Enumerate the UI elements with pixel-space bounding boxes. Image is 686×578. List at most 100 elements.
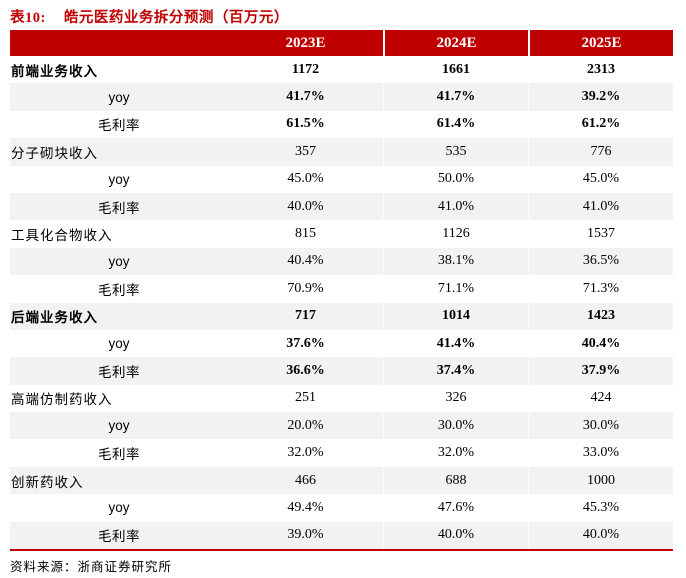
row-label: 毛利率 <box>98 364 140 380</box>
table-header-row: 2023E 2024E 2025E <box>10 30 673 56</box>
cell-2025e: 2313 <box>528 56 673 84</box>
row-label: 毛利率 <box>98 118 140 134</box>
cell-2024e: 50.0% <box>383 165 528 193</box>
cell-2023e: 45.0% <box>287 171 324 187</box>
table-row: yoy 49.4% 47.6% 45.3% <box>10 494 673 522</box>
header-2025e: 2025E <box>528 30 673 56</box>
cell-2025e: 424 <box>528 384 673 413</box>
cell-2023e: 20.0% <box>287 417 324 433</box>
cell-2025e: 1000 <box>528 466 673 495</box>
table-title: 表10: 皓元医药业务拆分预测（百万元） <box>10 6 289 27</box>
cell-2024e: 535 <box>383 138 528 166</box>
cell-2023e: 32.0% <box>287 445 324 461</box>
row-label: yoy <box>108 89 130 105</box>
table-row: 高端仿制药收入 251 326 424 <box>10 384 673 413</box>
forecast-table: 2023E 2024E 2025E 前端业务收入 1172 1661 2313 … <box>10 30 673 550</box>
cell-2025e: 45.3% <box>528 494 673 522</box>
cell-2023e: 1172 <box>291 61 320 77</box>
table-row: 毛利率 40.0% 41.0% 41.0% <box>10 192 673 221</box>
table-row: 工具化合物收入 815 1126 1537 <box>10 220 673 248</box>
cell-2024e: 37.4% <box>383 357 528 385</box>
table-row: 毛利率 61.5% 61.4% 61.2% <box>10 110 673 139</box>
cell-2023e: 39.0% <box>287 527 324 543</box>
table-row: 后端业务收入 717 1014 1423 <box>10 302 673 330</box>
cell-2025e: 1423 <box>528 302 673 330</box>
header-label-spacer <box>10 30 228 56</box>
table-row: 创新药收入 466 688 1000 <box>10 466 673 495</box>
row-label: 工具化合物收入 <box>11 228 113 244</box>
cell-2023e: 70.9% <box>287 280 324 296</box>
cell-2024e: 1126 <box>383 220 528 248</box>
source-footer: 资料来源：浙商证券研究所 <box>10 556 172 575</box>
table-row: yoy 45.0% 50.0% 45.0% <box>10 165 673 193</box>
cell-2025e: 41.0% <box>528 192 673 221</box>
cell-2023e: 41.7% <box>286 89 325 105</box>
source-text: 浙商证券研究所 <box>77 560 173 574</box>
cell-2025e: 776 <box>528 138 673 166</box>
cell-2024e: 41.7% <box>383 83 528 111</box>
cell-2023e: 466 <box>295 472 316 488</box>
cell-2023e: 357 <box>295 143 316 159</box>
cell-2024e: 30.0% <box>383 412 528 440</box>
table-number-tag: 表10: <box>10 10 46 26</box>
header-2024e: 2024E <box>383 30 528 56</box>
cell-2023e: 49.4% <box>287 499 324 515</box>
row-label: 前端业务收入 <box>11 63 98 79</box>
cell-2025e: 40.0% <box>528 521 673 550</box>
cell-2024e: 41.0% <box>383 192 528 221</box>
row-label: 毛利率 <box>98 200 140 216</box>
table-row: 毛利率 70.9% 71.1% 71.3% <box>10 275 673 303</box>
row-label: 毛利率 <box>98 282 140 298</box>
cell-2025e: 71.3% <box>528 275 673 303</box>
cell-2024e: 40.0% <box>383 521 528 550</box>
source-label: 资料来源： <box>10 560 78 574</box>
cell-2024e: 326 <box>383 384 528 413</box>
cell-2023e: 815 <box>295 226 316 242</box>
cell-2023e: 36.6% <box>286 362 325 378</box>
cell-2025e: 40.4% <box>528 329 673 358</box>
cell-2025e: 33.0% <box>528 439 673 467</box>
row-label: 毛利率 <box>98 529 140 545</box>
row-label: yoy <box>108 500 130 516</box>
cell-2023e: 717 <box>295 308 316 324</box>
cell-2024e: 71.1% <box>383 275 528 303</box>
cell-2024e: 47.6% <box>383 494 528 522</box>
cell-2023e: 37.6% <box>286 335 325 351</box>
cell-2024e: 688 <box>383 466 528 495</box>
table-row: yoy 40.4% 38.1% 36.5% <box>10 247 673 276</box>
row-label: yoy <box>108 336 130 352</box>
cell-2024e: 38.1% <box>383 247 528 276</box>
table-row: yoy 20.0% 30.0% 30.0% <box>10 412 673 440</box>
row-label: yoy <box>108 418 130 434</box>
table-title-text: 皓元医药业务拆分预测（百万元） <box>63 10 289 26</box>
table-row: 毛利率 36.6% 37.4% 37.9% <box>10 357 673 385</box>
header-2023e: 2023E <box>285 34 326 51</box>
cell-2025e: 39.2% <box>528 83 673 111</box>
cell-2025e: 61.2% <box>528 110 673 139</box>
cell-2025e: 36.5% <box>528 247 673 276</box>
cell-2025e: 45.0% <box>528 165 673 193</box>
cell-2023e: 251 <box>295 390 316 406</box>
cell-2023e: 40.4% <box>287 253 324 269</box>
row-label: yoy <box>108 253 130 269</box>
cell-2025e: 30.0% <box>528 412 673 440</box>
row-label: 后端业务收入 <box>11 310 98 326</box>
row-label: 创新药收入 <box>11 474 84 490</box>
row-label: 高端仿制药收入 <box>11 392 113 408</box>
row-label: 毛利率 <box>98 447 140 463</box>
table-row: yoy 41.7% 41.7% 39.2% <box>10 83 673 111</box>
row-label: 分子砌块收入 <box>11 145 98 161</box>
cell-2023e: 61.5% <box>286 116 325 132</box>
row-label: yoy <box>108 171 130 187</box>
table-row: 毛利率 39.0% 40.0% 40.0% <box>10 521 673 550</box>
cell-2023e: 40.0% <box>287 198 324 214</box>
cell-2024e: 1014 <box>383 302 528 330</box>
cell-2024e: 32.0% <box>383 439 528 467</box>
cell-2024e: 41.4% <box>383 329 528 358</box>
cell-2024e: 1661 <box>383 56 528 84</box>
cell-2025e: 1537 <box>528 220 673 248</box>
table-row: yoy 37.6% 41.4% 40.4% <box>10 329 673 358</box>
table-row: 毛利率 32.0% 32.0% 33.0% <box>10 439 673 467</box>
table-row: 前端业务收入 1172 1661 2313 <box>10 56 673 84</box>
